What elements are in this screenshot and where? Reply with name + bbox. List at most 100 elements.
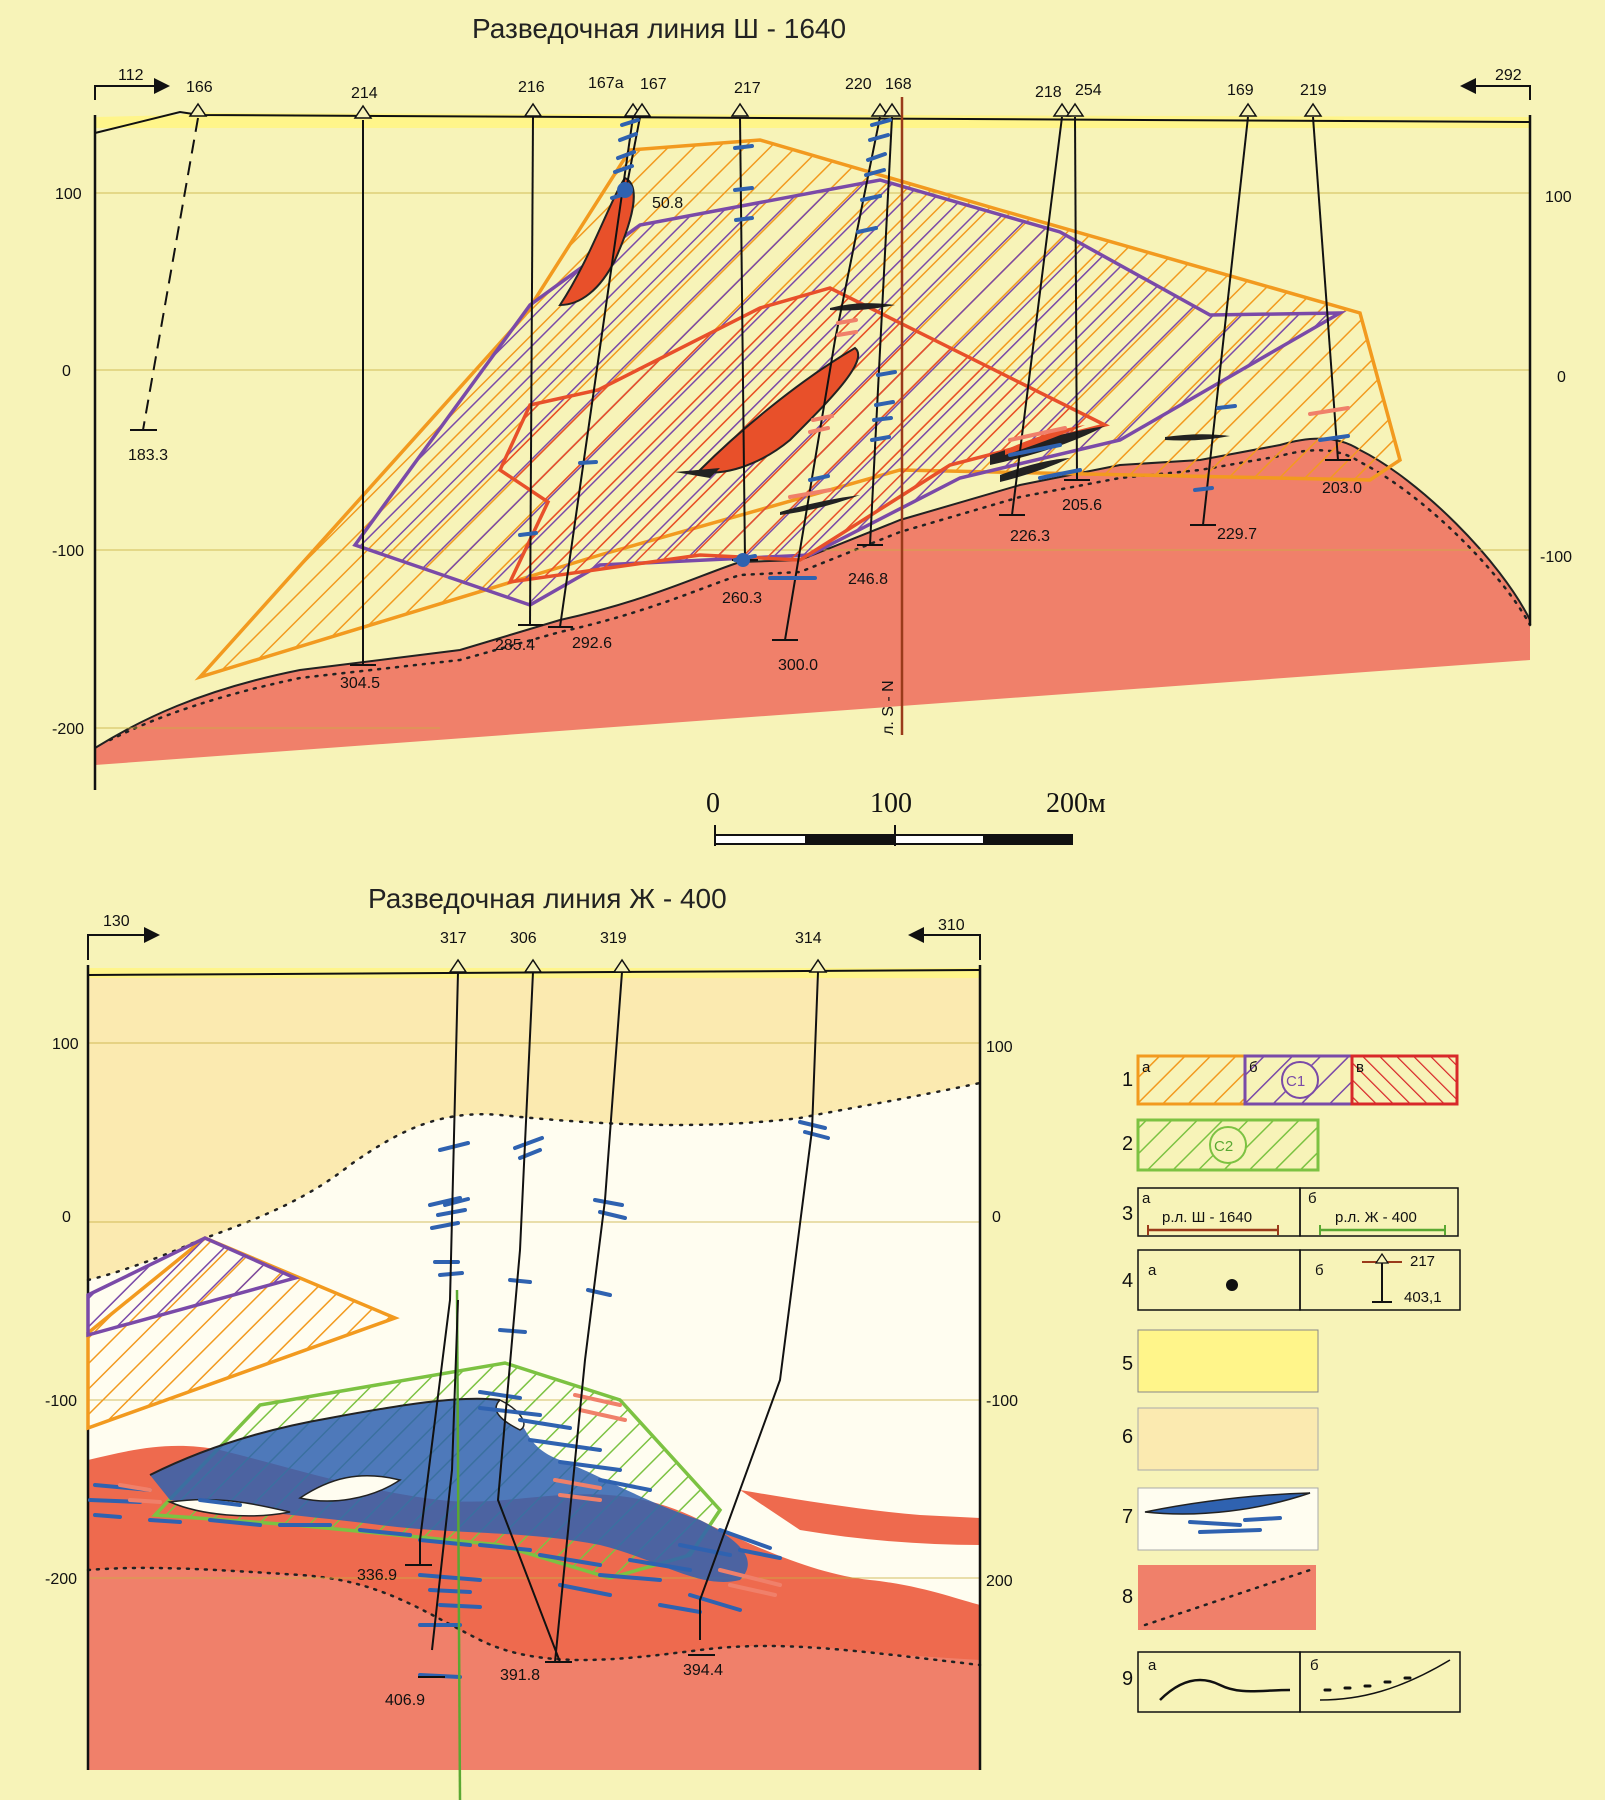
- well-label: 166: [186, 79, 213, 96]
- legend-sub: в: [1356, 1059, 1364, 1076]
- legend-number: 1: [1122, 1069, 1133, 1091]
- well-label: 220: [845, 76, 872, 93]
- marker-right-label: 310: [938, 917, 965, 934]
- well-label: 317: [440, 930, 467, 947]
- drill-holes: [142, 116, 1339, 665]
- reserve-contour-v-red: [497, 286, 1110, 585]
- depth-label: 304.5: [340, 675, 380, 692]
- sample-point: [736, 553, 750, 567]
- depth-label: 285.4: [495, 637, 535, 654]
- well-heads: [448, 958, 828, 973]
- basement-lower: [88, 1567, 980, 1770]
- legend-sub: б: [1249, 1059, 1258, 1076]
- scale-bar-segment: [983, 835, 1072, 844]
- legend-swatch-red: [1350, 1054, 1459, 1106]
- legend-badge: [1281, 1061, 1319, 1099]
- legend-item-1: а б в C1: [1136, 1054, 1459, 1106]
- elevation-label: 100: [52, 1036, 79, 1053]
- well-317b: [431, 1299, 459, 1651]
- ore-body-icon: [1144, 1492, 1311, 1515]
- well-label: 167а: [588, 75, 624, 92]
- well-labels: 166 214 216 167а 167 217 220 168 218 254…: [186, 75, 1327, 102]
- scale-label: 200м: [1046, 788, 1106, 819]
- pale-sediment: [88, 968, 980, 1280]
- well-label: 217: [734, 80, 761, 97]
- legend-text: р.л. Ж - 400: [1335, 1209, 1417, 1226]
- well-head-icon: [1374, 1252, 1390, 1264]
- scale-label: 100: [870, 788, 912, 819]
- legend-sub: б: [1310, 1657, 1319, 1674]
- marker-left-label: 112: [118, 67, 144, 84]
- marker-left-arrow: [94, 85, 160, 100]
- well-167: [624, 116, 641, 196]
- well-label: 218: [1035, 84, 1062, 101]
- elevation-label: 200: [986, 1573, 1013, 1590]
- arrow-left-icon: [908, 927, 924, 943]
- depth-label: 229.7: [1217, 526, 1257, 543]
- legend-numbers: 1 2 3 4 5 6 7 8 9: [1122, 1069, 1133, 1690]
- section-1-title: Разведочная линия Ш - 1640: [472, 13, 846, 44]
- legend-item-2: C2: [1136, 1118, 1320, 1172]
- elevation-label: 0: [62, 363, 71, 380]
- sample-point-icon: [1226, 1279, 1238, 1291]
- legend-number: 2: [1122, 1133, 1133, 1155]
- ground-surface-line: [94, 110, 1531, 134]
- legend-swatch-orange: [1136, 1054, 1247, 1106]
- elevation-labels: 100 0 -100 -200 100 0 -100 200: [45, 1036, 1018, 1590]
- legend-item-9: а б: [1137, 1651, 1461, 1713]
- elevation-label: 0: [1557, 369, 1566, 386]
- marker-left-arrow: [87, 934, 148, 960]
- ore-window: [298, 1474, 402, 1502]
- depth-labels: 336.9 406.9 391.8 394.4: [357, 1567, 723, 1709]
- well-label: 254: [1075, 82, 1102, 99]
- legend-sub: а: [1142, 1059, 1151, 1076]
- basement-contact-dotted: [108, 448, 1532, 742]
- depth-label: 394.4: [683, 1662, 723, 1679]
- legend-sub: а: [1142, 1190, 1151, 1207]
- elevation-label: -200: [52, 721, 84, 738]
- depth-label: 183.3: [128, 447, 168, 464]
- well-306: [496, 971, 561, 1663]
- legend-badge-text: C1: [1286, 1073, 1305, 1090]
- marker-right-arrow: [1470, 85, 1531, 100]
- well-166: [142, 117, 199, 431]
- well-167a: [559, 116, 634, 628]
- legend-text: р.л. Ш - 1640: [1162, 1209, 1252, 1226]
- section-2-markers: 130 310: [87, 913, 981, 960]
- depth-label: 300.0: [778, 657, 818, 674]
- legend-number: 7: [1122, 1506, 1133, 1528]
- well-314: [699, 971, 819, 1640]
- well-label: 214: [351, 85, 378, 102]
- elevation-label: 100: [1545, 189, 1572, 206]
- depth-label: 260.3: [722, 590, 762, 607]
- well-169: [1202, 116, 1249, 526]
- depth-labels: 183.3 50.8 304.5 285.4 292.6 260.3 300.0…: [128, 195, 1362, 692]
- elevation-labels: 100 0 -100 -200 100 0 -100: [52, 186, 1572, 738]
- legend-badge: [1209, 1126, 1247, 1164]
- ore-lens: [780, 495, 860, 515]
- elevation-label: -100: [986, 1393, 1018, 1410]
- legend-text: 217: [1410, 1253, 1435, 1270]
- ore-lens: [1005, 425, 1085, 455]
- elevation-label: -100: [52, 543, 84, 560]
- well-216: [529, 116, 534, 626]
- ore-intercepts: [518, 118, 1350, 580]
- section-1: Разведочная линия Ш - 1640: [52, 13, 1572, 790]
- legend-badge-text: C2: [1214, 1138, 1233, 1155]
- well-bottom-ticks: [405, 1564, 715, 1678]
- legend: 1 2 3 4 5 6 7 8 9 а б в C1 C2: [1122, 1054, 1461, 1713]
- depth-label: 336.9: [357, 1567, 397, 1584]
- marker-right-label: 292: [1495, 67, 1522, 84]
- well-label: 319: [600, 930, 627, 947]
- legend-sub: б: [1308, 1190, 1317, 1207]
- contact-line-icon: [1159, 1678, 1291, 1701]
- legend-sub: а: [1148, 1262, 1157, 1279]
- legend-swatch-pale-sediment: [1137, 1407, 1319, 1471]
- ore-intercepts-red: [118, 1393, 782, 1597]
- well-254: [1074, 116, 1078, 481]
- well-220: [784, 116, 881, 641]
- scale-bar: 0 100 200м: [706, 788, 1106, 846]
- well-label: 314: [795, 930, 822, 947]
